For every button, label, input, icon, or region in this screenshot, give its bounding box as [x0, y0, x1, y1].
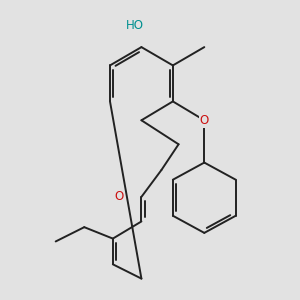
Text: HO: HO — [126, 19, 144, 32]
Text: O: O — [200, 114, 209, 127]
Text: O: O — [114, 190, 123, 203]
